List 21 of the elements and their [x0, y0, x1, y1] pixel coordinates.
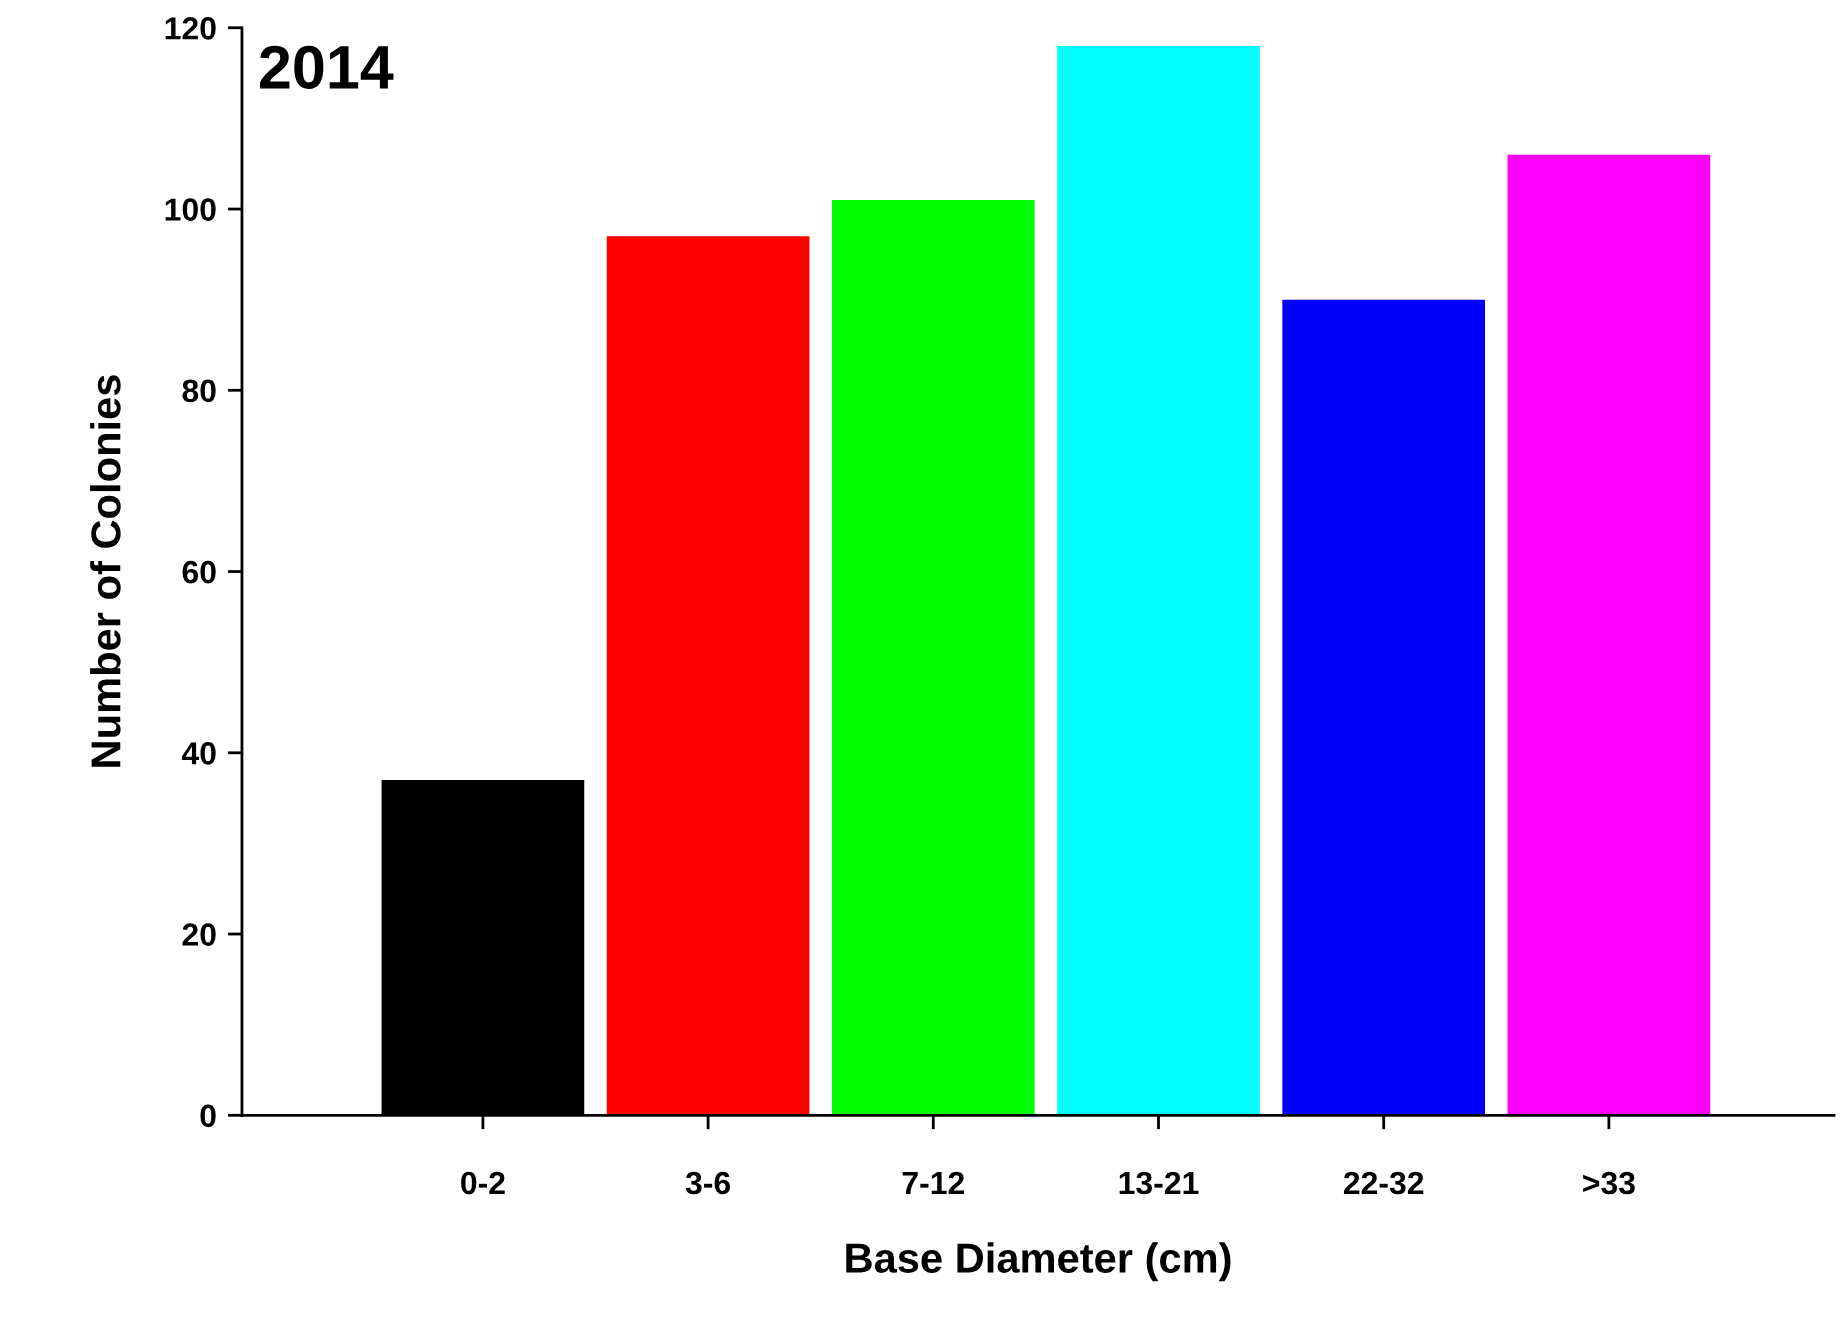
annotation: 2014	[260, 45, 394, 89]
y-tick-label: 100	[165, 198, 216, 221]
bar	[831, 199, 1035, 1116]
x-tick-label: 3-6	[685, 1171, 731, 1195]
x-tick-label: 0-2	[461, 1171, 505, 1195]
y-axis-title: Number of Colonies	[90, 375, 121, 767]
x-tick-label: >33	[1583, 1171, 1635, 1195]
y-tick-label: 80	[182, 379, 216, 403]
y-tick-label: 0	[200, 1104, 216, 1128]
x-tick-label: 22-32	[1343, 1171, 1424, 1195]
bar	[606, 236, 810, 1116]
bar	[1507, 154, 1711, 1116]
bar	[1282, 299, 1486, 1116]
y-tick-label: 40	[181, 742, 216, 765]
y-tick-label: 20	[182, 923, 216, 946]
y-tick-label: 120	[165, 17, 216, 40]
x-tick-label: 13-21	[1119, 1171, 1199, 1195]
bar	[1057, 45, 1260, 1116]
x-tick-label: 7-12	[902, 1171, 964, 1194]
x-axis-title: Base Diameter (cm)	[846, 1242, 1231, 1282]
y-tick-label: 60	[182, 560, 216, 584]
